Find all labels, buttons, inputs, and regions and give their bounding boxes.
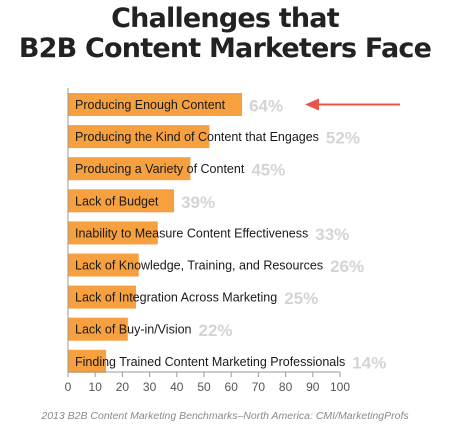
- bar-value-label: 52%: [326, 129, 360, 148]
- x-tick-label: 60: [225, 380, 239, 394]
- bar-value-label: 33%: [315, 225, 349, 244]
- bar-value-label: 26%: [330, 257, 364, 276]
- bar-6: [68, 253, 139, 277]
- bar-value-label: 45%: [251, 161, 285, 180]
- bar-category-label: Producing the Kind of Content that Engag…: [75, 130, 319, 144]
- x-tick-label: 100: [330, 380, 350, 394]
- x-tick-label: 10: [89, 380, 103, 394]
- bar-category-label: Producing a Variety of Content: [75, 162, 245, 176]
- bar-value-label: 14%: [352, 353, 386, 372]
- source-caption: 2013 B2B Content Marketing Benchmarks–No…: [41, 410, 409, 422]
- x-tick-label: 0: [65, 380, 72, 394]
- bar-1: [68, 93, 243, 116]
- x-tick-label: 30: [143, 380, 157, 394]
- bar-5: [68, 221, 158, 245]
- x-tick-label: 70: [252, 380, 266, 394]
- bar-value-label: 64%: [249, 97, 283, 116]
- bar-4: [68, 189, 175, 213]
- bar-3: [68, 157, 191, 181]
- bar-category-label: Lack of Integration Across Marketing: [75, 291, 277, 305]
- x-tick-label: 40: [170, 380, 184, 394]
- x-tick-label: 90: [306, 380, 320, 394]
- bar-category-label: Inability to Measure Content Effectivene…: [75, 226, 308, 240]
- bar-value-label: 25%: [284, 289, 318, 308]
- bar-category-label: Finding Trained Content Marketing Profes…: [75, 355, 345, 369]
- bar-7: [68, 285, 136, 309]
- bar-category-label: Lack of Buy-in/Vision: [75, 323, 192, 337]
- chart-title: Challenges that B2B Content Marketers Fa…: [0, 4, 450, 64]
- bar-2: [68, 125, 210, 149]
- bar-category-label: Lack of Budget: [75, 194, 159, 208]
- bar-8: [68, 317, 128, 341]
- bar-9: [68, 349, 107, 373]
- bar-value-label: 22%: [199, 321, 233, 340]
- bar-value-label: 39%: [181, 193, 215, 212]
- chart-title-line-1: Challenges that: [111, 3, 339, 34]
- x-tick-label: 20: [116, 380, 130, 394]
- chart-title-line-2: B2B Content Marketers Face: [18, 33, 432, 64]
- x-tick-label: 50: [197, 380, 211, 394]
- bar-category-label: Lack of Knowledge, Training, and Resourc…: [75, 259, 323, 273]
- annotation-arrow-head: [305, 98, 319, 111]
- x-tick-label: 80: [279, 380, 293, 394]
- bar-category-label: Producing Enough Content: [75, 98, 226, 112]
